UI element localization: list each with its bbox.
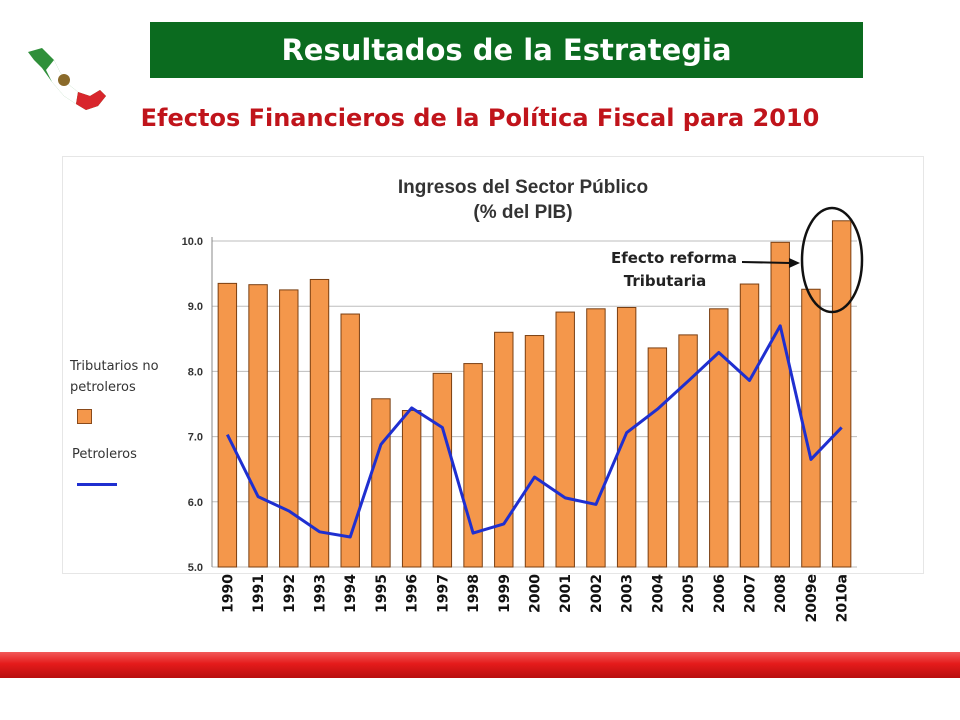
x-tick-label: 2008 <box>773 574 789 613</box>
annotation-arrow <box>741 261 791 264</box>
x-tick-label: 2007 <box>743 574 759 613</box>
x-tick-label: 2001 <box>558 574 574 613</box>
chart: 5.0 6.0 7.0 8.0 9.0 10.0 1990 1991 1992 1993 1994 1… <box>182 177 864 622</box>
legend-line-petroleros <box>77 483 117 486</box>
bar-2000 <box>524 335 545 568</box>
bar-2007 <box>739 283 760 568</box>
bar-2009e <box>801 288 821 568</box>
bar-2005 <box>678 334 698 568</box>
chart-subtitle: Efectos Financieros de la Política Fisca… <box>140 104 820 132</box>
x-tick-label: 1993 <box>313 574 329 613</box>
x-tick-label: 1992 <box>282 574 298 613</box>
bar-1995 <box>371 398 391 568</box>
bar-1992 <box>279 289 299 568</box>
x-tick-label: 2002 <box>589 574 605 613</box>
bar-1993 <box>309 278 330 568</box>
y-tick-label: 6.0 <box>188 497 203 509</box>
mexico-map-flag-icon <box>28 48 106 110</box>
bar-1990 <box>217 282 238 568</box>
chart-title-line2: (% del PIB) <box>473 202 572 223</box>
bar-1996 <box>401 410 422 568</box>
legend-label-tributarios: Tributarios no petroleros <box>70 359 159 395</box>
bar-2010a <box>831 220 852 568</box>
x-tick-label: 2004 <box>650 574 666 613</box>
x-tick-label: 2006 <box>712 574 728 613</box>
bar-1998 <box>463 363 483 568</box>
bar-2004 <box>647 347 668 568</box>
x-tick-label: 2000 <box>528 574 544 613</box>
y-tick-label: 5.0 <box>188 562 203 574</box>
bar-1999 <box>494 331 514 568</box>
x-tick-label: 1999 <box>497 574 513 613</box>
x-tick-label: 1990 <box>220 574 236 613</box>
annotation-arrowhead <box>789 258 800 268</box>
bar-2001 <box>555 311 575 568</box>
x-tick-label: 1997 <box>435 574 451 613</box>
annotation-line1: Efecto reforma <box>611 249 737 267</box>
y-tick-label: 10.0 <box>182 236 203 248</box>
bar-1991 <box>248 284 268 568</box>
header-bar: Resultados de la Estrategia <box>150 22 863 78</box>
x-tick-label: 1994 <box>343 574 359 613</box>
bar-1994 <box>340 313 360 568</box>
highlight-ellipse <box>800 206 864 314</box>
y-tick-label: 7.0 <box>188 432 203 444</box>
legend-label-petroleros: Petroleros <box>72 447 137 462</box>
x-tick-label: 2005 <box>681 574 697 613</box>
y-tick-label: 9.0 <box>188 301 203 313</box>
x-tick-label: 1998 <box>466 574 482 613</box>
footer-bar <box>0 652 960 678</box>
series-line-petroleros <box>226 324 843 539</box>
bar-2006 <box>709 308 729 568</box>
x-tick-label: 2003 <box>620 574 636 613</box>
legend-swatch-tributarios <box>77 409 92 424</box>
page-title: Resultados de la Estrategia <box>281 33 732 67</box>
bar-1997 <box>432 372 453 568</box>
bar-2008 <box>770 241 790 568</box>
x-tick-label: 2009e <box>804 574 820 622</box>
annotation-line2: Tributaria <box>624 272 707 290</box>
x-tick-label: 1991 <box>251 574 267 613</box>
x-tick-label: 1995 <box>374 574 390 613</box>
x-tick-label: 2010a <box>835 574 851 622</box>
y-tick-label: 8.0 <box>188 366 203 378</box>
x-tick-label: 1996 <box>405 574 421 613</box>
bar-2002 <box>586 308 606 568</box>
chart-title-line1: Ingresos del Sector Público <box>398 177 648 198</box>
bar-2003 <box>616 307 637 568</box>
